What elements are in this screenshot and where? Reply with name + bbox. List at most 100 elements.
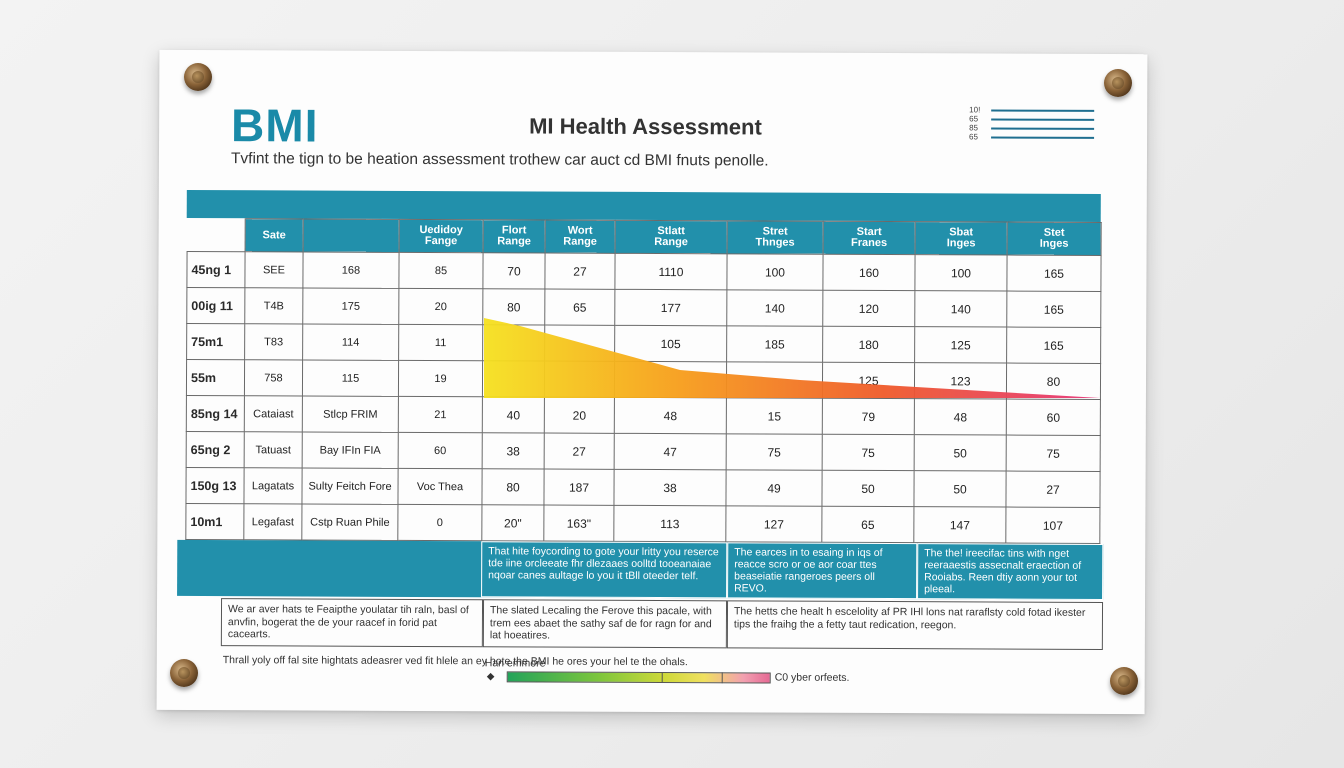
row-label: 85ng 14 (186, 395, 245, 432)
mini-legend: 10! 65 85 65 (969, 105, 1095, 142)
table-cell: Lagatats (243, 467, 303, 504)
row-label: 150g 13 (185, 467, 245, 504)
table-cell: 20 (544, 397, 615, 434)
table-cell: 48 (614, 397, 727, 434)
logo-text: BMI (231, 99, 319, 152)
info-box: That hite foycording to gote your lritty… (481, 541, 728, 599)
scale-tick (721, 672, 723, 684)
bmi-poster: BMI MI Health Assessment Tvfint the tign… (156, 49, 1148, 715)
table-cell: 21 (398, 396, 483, 433)
mini-legend-label: 65 (969, 132, 978, 142)
table-cell: 50 (914, 434, 1007, 472)
table-cell: 125 (822, 362, 915, 399)
table-cell: 50 (821, 470, 915, 507)
mini-legend-label: 85 (969, 123, 979, 133)
table-cell: 147 (913, 506, 1006, 544)
row-label: 45ng 1 (186, 251, 246, 288)
table-cell: Sulty Feitch Fore (301, 467, 399, 505)
pin-icon (184, 63, 212, 91)
table-cell: 65 (821, 506, 914, 543)
table-cell: 60 (1006, 399, 1101, 436)
column-header (303, 218, 400, 253)
table-cell: 160 (822, 254, 916, 291)
column-header: Stret Thnges (727, 220, 824, 255)
table-cell (544, 325, 615, 362)
table-cell: 75 (1006, 435, 1101, 472)
info-box: The the! ireecifac tins with nget reeraa… (917, 543, 1104, 600)
table-cell: 65 (544, 289, 615, 326)
page-title: MI Health Assessment (529, 113, 762, 140)
note-box: We ar aver hats te Feaipthe youlatar tih… (220, 598, 484, 648)
note-box: The slated Lecaling the Ferove this paca… (482, 599, 728, 649)
scale-tick (661, 672, 663, 684)
note-box: The hetts che healt h escelolity af PR I… (726, 600, 1104, 650)
table-cell: 0 (397, 504, 482, 541)
pin-icon (1104, 69, 1132, 97)
table-cell: 75 (822, 434, 915, 471)
table-cell: 79 (822, 398, 915, 435)
table-cell: SEE (244, 251, 304, 288)
row-label: 10m1 (185, 503, 244, 540)
table-row: 45ng 1 SEE 168 85 70 27 1110 100 160 100 165 (186, 251, 1102, 292)
table-cell: 125 (914, 326, 1007, 364)
table-cell: 165 (1006, 327, 1101, 364)
table-cell: 11 (398, 324, 483, 361)
row-label: 55m (186, 359, 245, 396)
column-header: Wort Range (545, 220, 616, 254)
table-row: 55m 758 115 19 125 123 80 (186, 359, 1101, 400)
scale-marker-icon: ◆ (486, 671, 495, 683)
table-cell: 20" (481, 504, 544, 542)
row-label: 65ng 2 (186, 431, 245, 468)
table-cell: 163" (543, 505, 614, 542)
pin-icon (1110, 667, 1138, 695)
header-band (186, 189, 1101, 222)
table-cell: Cstp Ruan Phile (301, 503, 398, 541)
table-cell: 48 (914, 398, 1007, 436)
table-cell: 114 (302, 323, 399, 361)
table-cell: Tatuast (244, 431, 303, 468)
table-cell: 27 (544, 253, 616, 290)
column-header: Stlatt Range (615, 220, 728, 254)
table-cell: 187 (543, 469, 615, 506)
table-cell: 80 (1006, 363, 1101, 400)
table-cell: 15 (726, 397, 823, 435)
table-cell: 105 (614, 325, 727, 362)
table-cell: 758 (244, 359, 303, 396)
table-cell: 113 (613, 505, 726, 542)
table-header: Sate Uedidoy Fange Flort Range Wort Range S… (187, 218, 1102, 256)
table-cell: Cataiast (244, 395, 303, 432)
table-cell: 165 (1006, 255, 1102, 292)
table-cell: 49 (725, 469, 823, 507)
table-cell: 140 (726, 289, 823, 327)
table-cell: Stlcp FRIM (302, 395, 399, 433)
table-cell: Legafast (243, 503, 302, 540)
table-cell: 140 (914, 290, 1007, 328)
table-cell: 80 (481, 468, 545, 506)
table-cell: 177 (614, 289, 727, 326)
table-cell: 20 (398, 288, 483, 325)
table-cell: 100 (726, 253, 824, 291)
row-label: 75m1 (186, 323, 245, 360)
scale-end-label: C0 yber orfeets. (774, 671, 850, 684)
mini-legend-label: 65 (969, 114, 979, 124)
table-cell: 120 (822, 290, 915, 327)
pin-icon (170, 659, 198, 687)
column-header: Sbat Inges (915, 221, 1008, 256)
table-cell: 165 (1006, 291, 1101, 328)
table-cell: Bay IFIn FIA (302, 431, 399, 469)
table-cell: T4B (244, 287, 303, 324)
table-cell: 115 (302, 359, 399, 397)
column-header: Stet Inges (1007, 222, 1102, 256)
table-cell: 107 (1005, 507, 1100, 544)
table-cell: Voc Thea (397, 468, 483, 505)
table-cell: 175 (302, 287, 399, 325)
table-cell: 180 (822, 326, 915, 363)
table-cell (614, 361, 727, 398)
table-cell: 47 (614, 433, 727, 470)
table-cell: 100 (914, 254, 1008, 292)
column-header: Sate (245, 218, 304, 252)
table-cell (482, 324, 545, 362)
table-row: 85ng 14 Cataiast Stlcp FRIM 21 40 20 48 15 79 48 6… (186, 395, 1101, 436)
table-row: 150g 13 Lagatats Sulty Feitch Fore Voc Thea… (185, 467, 1101, 508)
table-cell: 50 (913, 470, 1007, 508)
